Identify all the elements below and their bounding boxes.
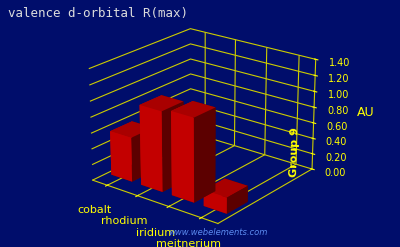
Text: www.webelements.com: www.webelements.com (168, 228, 267, 237)
Text: valence d-orbital R(max): valence d-orbital R(max) (8, 7, 188, 21)
